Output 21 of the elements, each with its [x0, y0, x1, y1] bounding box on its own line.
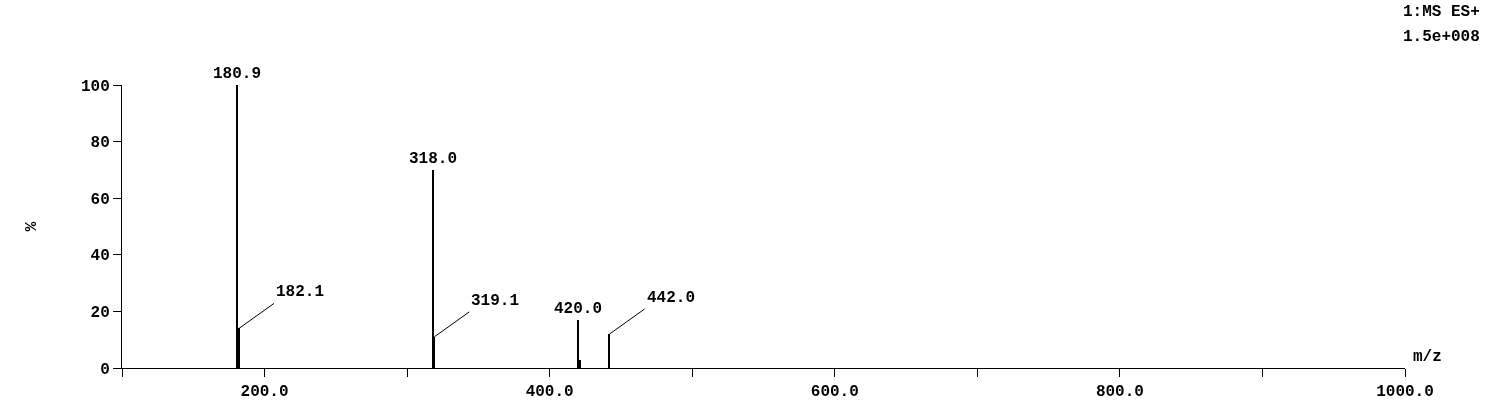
y-tick-label: 20 — [90, 304, 110, 322]
annotation: 182.1 — [276, 283, 325, 301]
x-tick-label: 400.0 — [525, 383, 574, 402]
x-tick-label: 600.0 — [810, 383, 859, 402]
annotation: 180.9 — [213, 65, 262, 83]
y-tick-label: 0 — [100, 360, 110, 379]
x-axis-title: m/z — [1413, 348, 1442, 366]
annotation: 318.0 — [409, 150, 458, 168]
text: 1.5e+008 — [1403, 28, 1480, 46]
y-axis-title: % — [22, 221, 41, 232]
annotation: 319.1 — [471, 292, 520, 310]
annotation: 420.0 — [554, 300, 603, 318]
text: 1:MS ES+ — [1403, 3, 1480, 21]
annotation: 442.0 — [647, 289, 696, 307]
y-tick-label: 40 — [90, 247, 110, 266]
y-tick-label: 60 — [90, 190, 110, 209]
y-tick-label: 80 — [90, 134, 110, 153]
x-tick-label: 200.0 — [240, 383, 289, 402]
x-tick-label: 1000.0 — [1376, 383, 1434, 402]
y-tick-label: 100 — [80, 77, 110, 96]
x-tick-label: 800.0 — [1095, 383, 1144, 402]
